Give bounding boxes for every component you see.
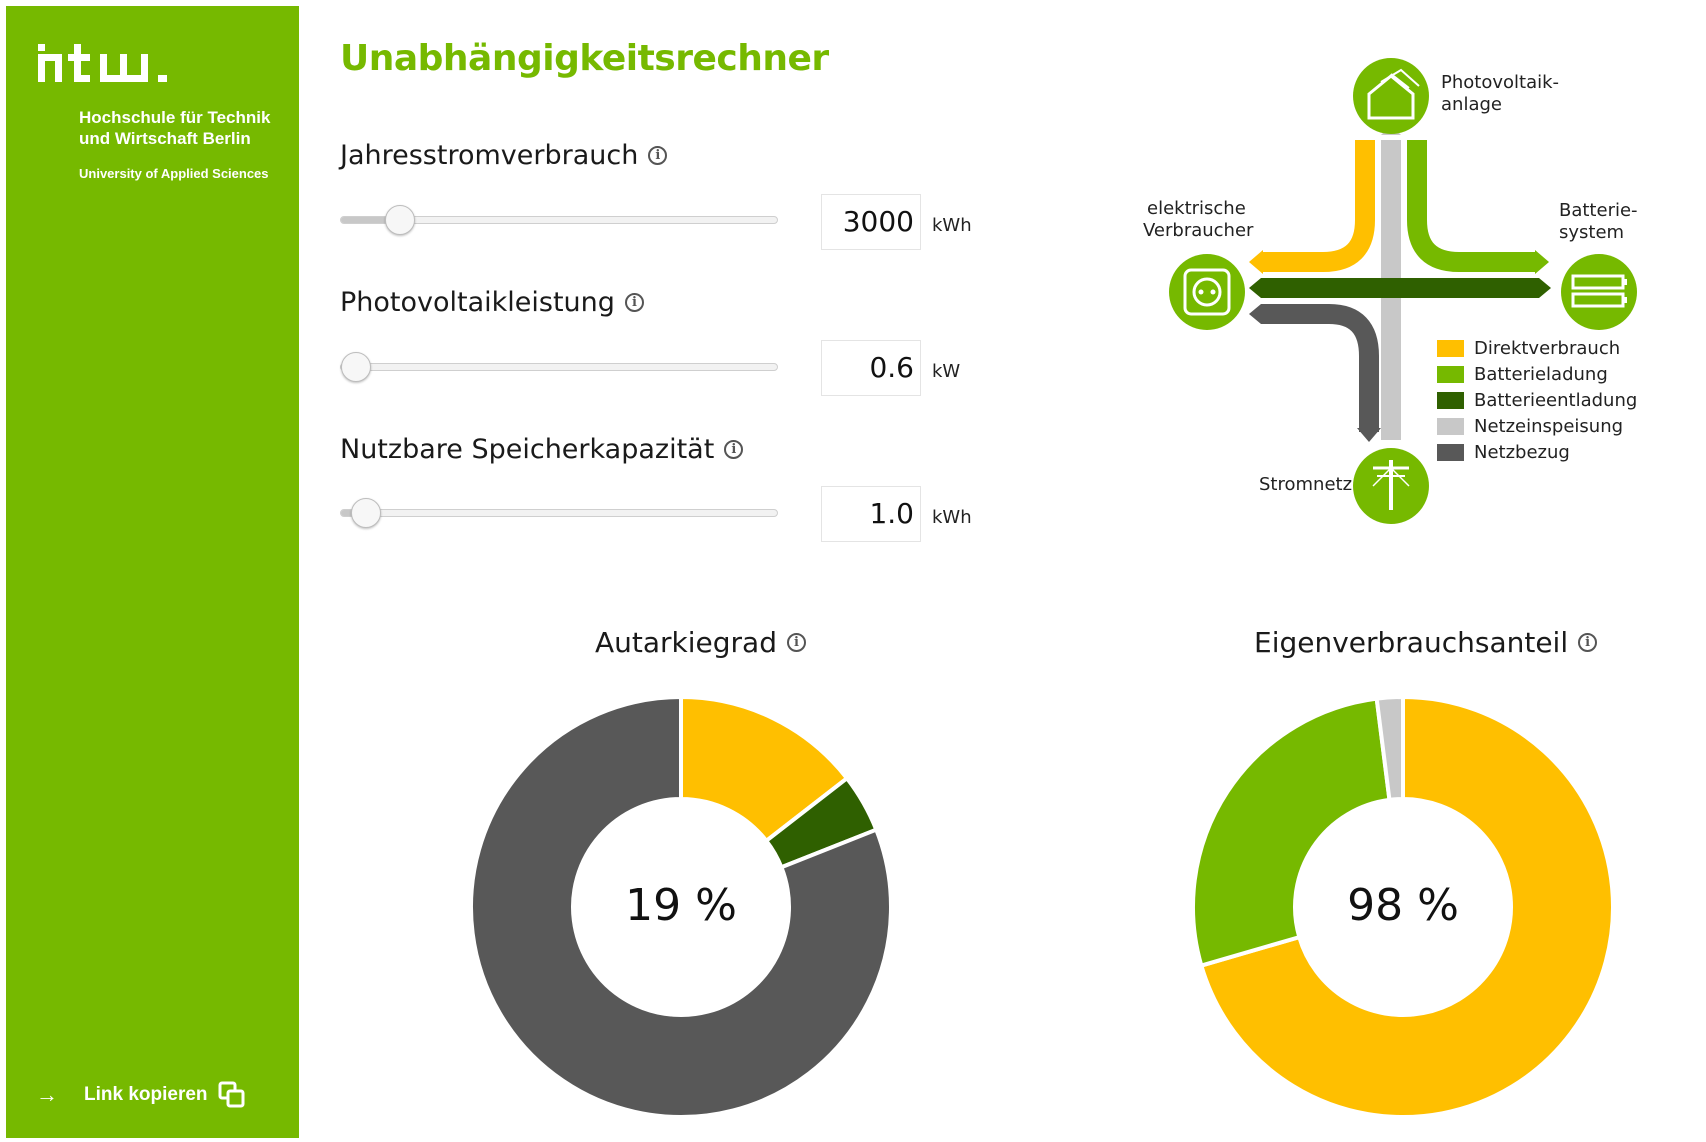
consumer-label-line1: elektrische — [1147, 198, 1246, 219]
sidebar: Hochschule für Technik und Wirtschaft Be… — [6, 6, 299, 1138]
donut-slice-direktverbrauch — [1198, 695, 1615, 1119]
battery-label-line2: system — [1559, 222, 1625, 243]
slider-fill — [341, 217, 399, 223]
battery-icon — [1561, 254, 1637, 330]
legend-swatch — [1437, 444, 1464, 461]
pv-power-input[interactable]: 0.6 — [821, 340, 921, 396]
main-content: Unabhängigkeitsrechner Jahresstromverbra… — [299, 0, 1706, 1142]
pv-label-line1: Photovoltaik- — [1441, 72, 1560, 93]
info-icon[interactable]: i — [1578, 633, 1598, 652]
donut-slice-netzeinspeisung — [1374, 695, 1405, 803]
legend-item: Netzeinspeisung — [1437, 416, 1623, 437]
power-pole-icon — [1353, 448, 1429, 524]
param-label-annual-consumption: Jahresstromverbrauch i — [340, 140, 668, 171]
info-icon[interactable]: i — [648, 146, 668, 165]
self-consumption-center-value: 98 % — [1347, 880, 1459, 931]
donut-slice-batterieladung — [1191, 696, 1392, 969]
self-consumption-donut-chart — [1191, 695, 1615, 1119]
legend-label: Direktverbrauch — [1474, 338, 1621, 359]
annual-consumption-input[interactable]: 3000 — [821, 194, 921, 250]
pv-label-line2: anlage — [1441, 94, 1502, 115]
legend-item: Batterieladung — [1437, 364, 1608, 385]
brand-name-line2: und Wirtschaft Berlin — [79, 129, 251, 148]
flow-lines — [1249, 125, 1551, 442]
annual-consumption-slider[interactable] — [340, 205, 778, 235]
slider-thumb[interactable] — [341, 352, 371, 382]
htw-logo — [38, 44, 167, 82]
battery-label-line1: Batterie- — [1559, 200, 1638, 221]
copy-icon — [218, 1081, 245, 1108]
donut-slice-netzbezug — [469, 695, 893, 1119]
autarky-title: Autarkiegrad i — [595, 626, 806, 659]
copy-link-label: Link kopieren — [84, 1084, 208, 1105]
slider-thumb[interactable] — [385, 205, 415, 235]
copy-link-button[interactable]: → Link kopieren — [36, 1081, 246, 1109]
legend-swatch — [1437, 340, 1464, 357]
grid-label: Stromnetz — [1259, 474, 1353, 495]
legend-label: Batterieentladung — [1474, 390, 1638, 411]
legend-label: Batterieladung — [1474, 364, 1608, 385]
pv-power-unit: kW — [932, 361, 961, 382]
energy-flow-diagram: Photovoltaik- anlage elektrische Verbrau… — [1129, 40, 1669, 540]
arrow-right-icon: → — [36, 1082, 58, 1107]
page-title: Unabhängigkeitsrechner — [340, 38, 829, 79]
slider-thumb[interactable] — [351, 498, 381, 528]
param-label-storage-capacity: Nutzbare Speicherkapazität i — [340, 434, 744, 465]
house-solar-icon — [1353, 58, 1429, 134]
param-label-text: Nutzbare Speicherkapazität — [340, 434, 715, 465]
pv-power-slider[interactable] — [340, 352, 778, 382]
autarky-donut-chart — [469, 695, 893, 1119]
storage-capacity-slider[interactable] — [340, 498, 778, 528]
legend-item: Batterieentladung — [1437, 390, 1637, 411]
info-icon[interactable]: i — [787, 633, 806, 652]
legend-swatch — [1437, 392, 1464, 409]
power-socket-icon — [1169, 254, 1245, 330]
legend-swatch — [1437, 418, 1464, 435]
chart-title: Autarkiegrad — [595, 626, 777, 659]
autarky-center-value: 19 % — [625, 880, 737, 931]
brand-name-line1: Hochschule für Technik — [79, 108, 271, 127]
param-label-text: Jahresstromverbrauch — [340, 140, 639, 171]
legend-swatch — [1437, 366, 1464, 383]
legend-item: Netzbezug — [1437, 442, 1570, 463]
consumer-label-line2: Verbraucher — [1143, 220, 1254, 241]
param-label-pv-power: Photovoltaikleistung i — [340, 287, 644, 318]
storage-capacity-input[interactable]: 1.0 — [821, 486, 921, 542]
annual-consumption-unit: kWh — [932, 215, 972, 236]
self-consumption-title: Eigenverbrauchsanteil i — [1254, 626, 1598, 659]
info-icon[interactable]: i — [724, 440, 744, 459]
param-label-text: Photovoltaikleistung — [340, 287, 615, 318]
legend-item: Direktverbrauch — [1437, 338, 1620, 359]
legend-label: Netzeinspeisung — [1474, 416, 1624, 437]
storage-capacity-unit: kWh — [932, 507, 972, 528]
chart-title: Eigenverbrauchsanteil — [1254, 626, 1569, 659]
brand-subtitle: University of Applied Sciences — [79, 166, 269, 181]
info-icon[interactable]: i — [624, 293, 644, 312]
legend-label: Netzbezug — [1474, 442, 1570, 463]
